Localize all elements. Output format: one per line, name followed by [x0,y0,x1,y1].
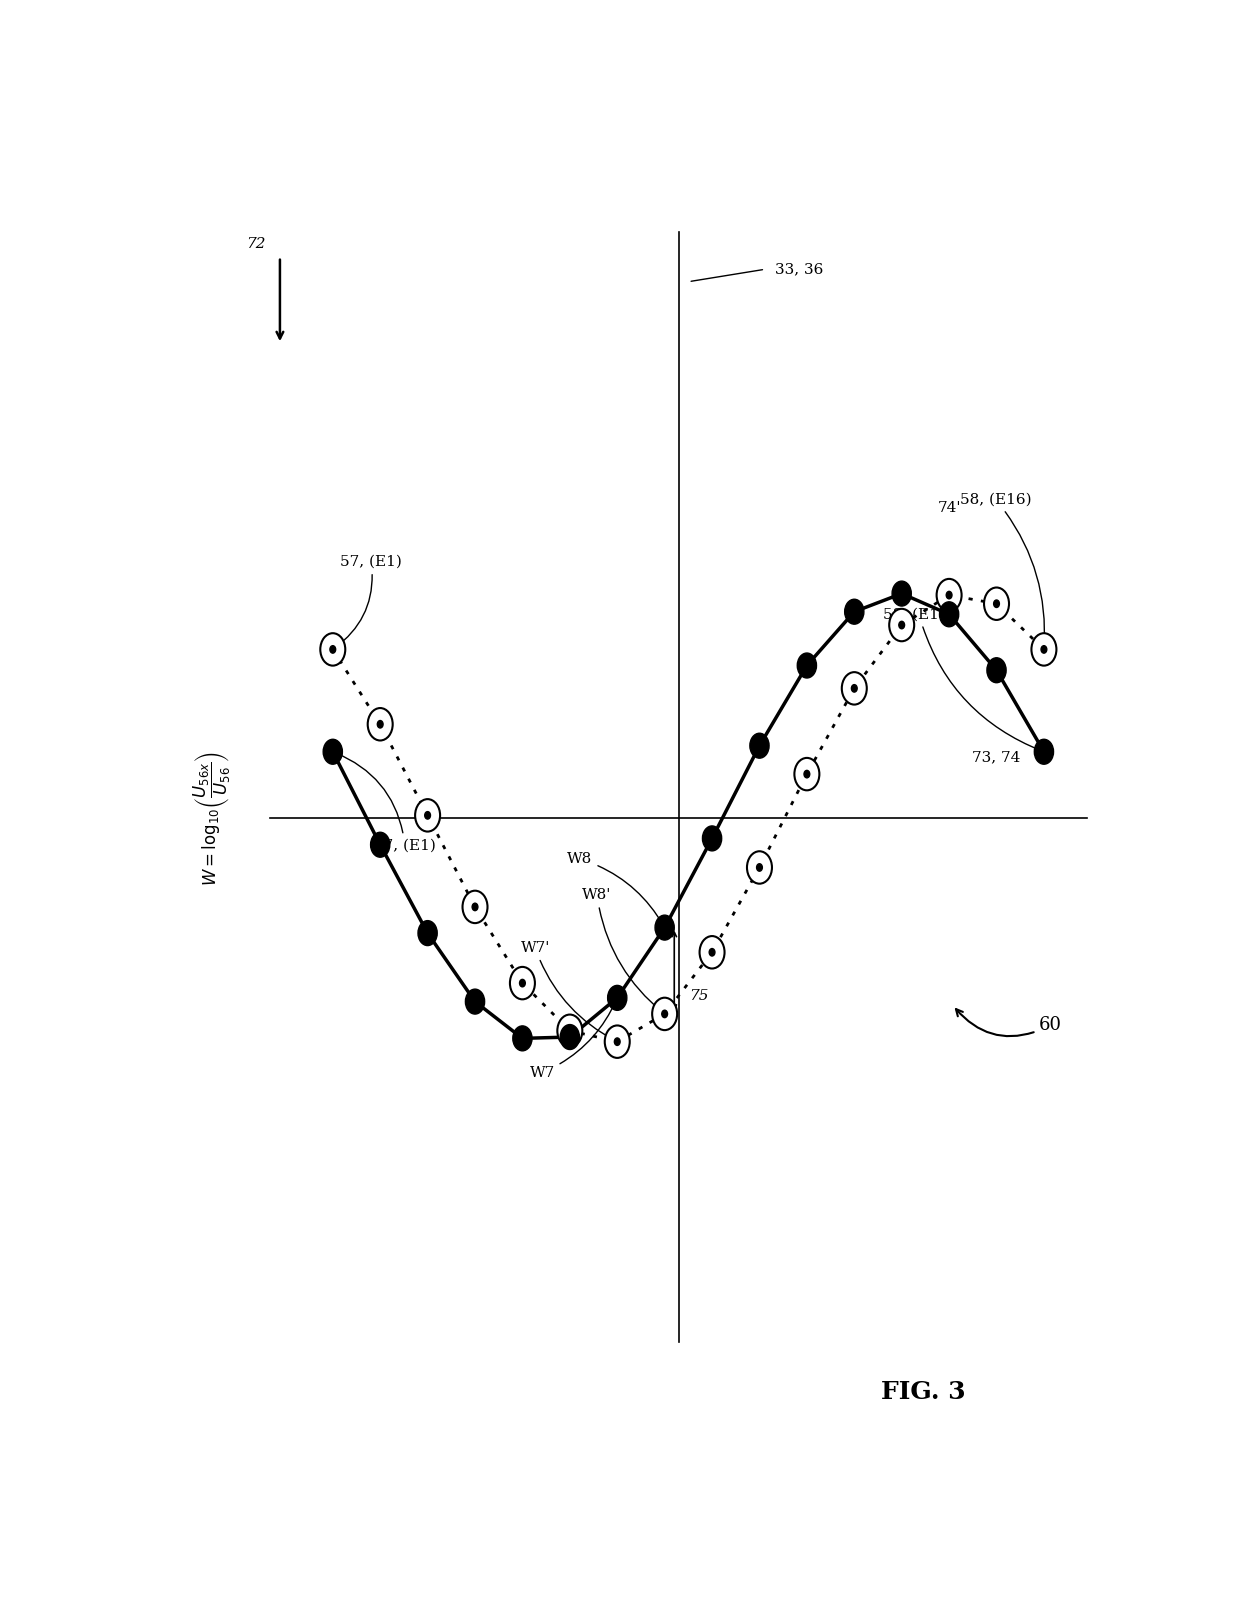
Circle shape [425,812,430,820]
Text: 33, 36: 33, 36 [775,262,823,277]
Circle shape [985,588,1009,620]
Circle shape [472,904,477,910]
Circle shape [842,672,867,705]
Circle shape [892,582,911,606]
Circle shape [655,915,675,940]
Circle shape [936,578,961,611]
Circle shape [940,601,959,627]
Circle shape [418,920,438,946]
Circle shape [330,646,336,653]
Circle shape [1042,646,1047,653]
Circle shape [465,990,485,1014]
Text: 58, (E16): 58, (E16) [960,492,1044,646]
Circle shape [946,591,952,599]
Circle shape [746,850,773,883]
Text: W8: W8 [568,852,663,925]
Circle shape [750,734,769,758]
Circle shape [1034,739,1054,765]
Circle shape [557,1014,583,1047]
Circle shape [662,1011,667,1017]
Circle shape [513,1025,532,1051]
Circle shape [702,826,722,851]
Text: W7': W7' [521,941,615,1040]
Text: 72: 72 [246,237,265,251]
Circle shape [804,771,810,778]
Circle shape [987,658,1006,682]
Text: FIG. 3: FIG. 3 [882,1380,966,1405]
Text: 73, 74: 73, 74 [972,750,1021,765]
Text: W7: W7 [529,1001,616,1079]
Circle shape [699,936,724,969]
Circle shape [889,609,914,642]
Circle shape [510,967,534,1000]
Circle shape [756,863,763,872]
Circle shape [852,685,857,692]
Circle shape [560,1024,579,1050]
Text: $W = \log_{10}\!\left(\dfrac{U_{56x}}{U_{56}}\right)$: $W = \log_{10}\!\left(\dfrac{U_{56x}}{U_… [192,750,233,886]
Circle shape [797,653,816,679]
Circle shape [652,998,677,1030]
Text: 60: 60 [956,1009,1063,1037]
Circle shape [844,599,864,624]
Circle shape [463,891,487,923]
Circle shape [371,833,389,857]
Text: 58, (E16): 58, (E16) [883,608,1042,750]
Circle shape [795,758,820,791]
Circle shape [899,622,904,629]
Circle shape [567,1027,573,1035]
Circle shape [1032,633,1056,666]
Text: 75: 75 [688,988,708,1003]
Circle shape [709,949,715,956]
Circle shape [377,721,383,727]
Circle shape [320,633,345,666]
Circle shape [614,1038,620,1045]
Text: 57, (E1): 57, (E1) [335,753,435,852]
Text: W8': W8' [583,888,662,1012]
Circle shape [520,980,526,987]
Circle shape [608,985,627,1011]
Circle shape [324,739,342,765]
Circle shape [415,799,440,831]
Text: 57, (E1): 57, (E1) [335,556,402,648]
Circle shape [993,599,999,608]
Circle shape [368,708,393,740]
Circle shape [605,1025,630,1058]
Text: 74': 74' [937,501,961,515]
